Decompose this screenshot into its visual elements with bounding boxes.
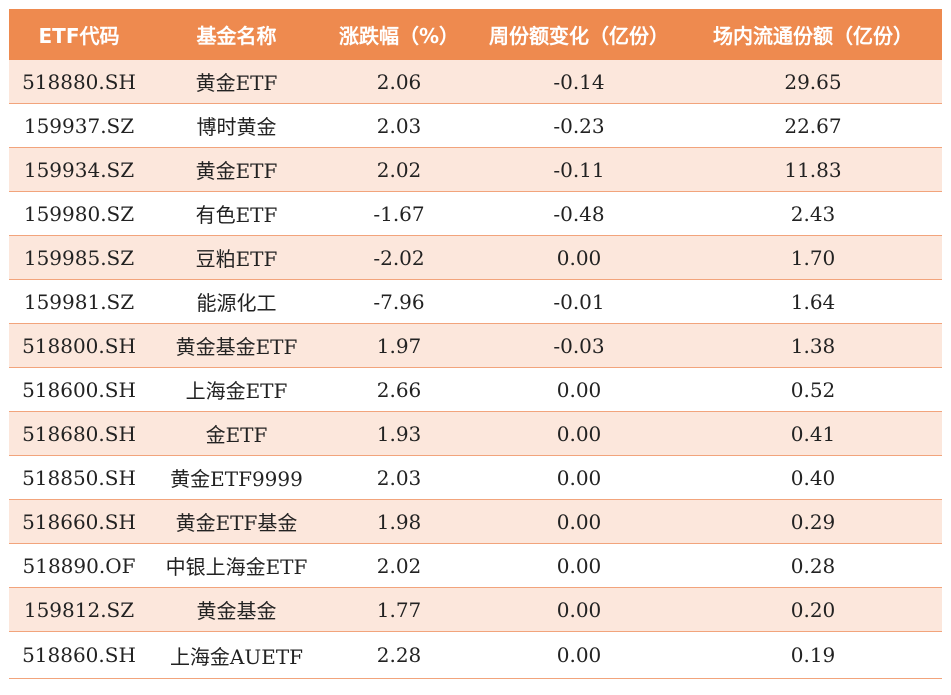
floating-shares-cell: 0.19 [790,643,836,667]
etf-code-cell: 518890.OF [22,553,136,578]
weekly-share-change-cell: 0.00 [556,553,602,578]
fund-name-cell: 豆粕ETF [195,247,278,271]
weekly-share-change-cell: 0.00 [556,245,602,270]
change-pct-cell: 2.02 [376,157,422,182]
change-pct-cell: -2.02 [373,245,425,270]
change-pct-cell: 2.03 [376,113,422,138]
floating-shares-cell: 1.70 [790,245,836,270]
etf-code-cell: 518800.SH [22,333,136,358]
fund-name-cell: 黄金基金ETF [175,335,298,359]
weekly-share-change-cell: -0.23 [553,113,605,138]
fund-name-cell: 黄金ETF [195,71,278,95]
weekly-share-change-cell: 0.00 [556,465,602,490]
change-pct-cell: -1.67 [373,201,425,226]
table-row[interactable]: 518890.OF 中银上海金ETF 2.02 0.00 0.28 [9,544,942,588]
floating-shares-cell: 0.52 [790,377,836,402]
fund-name-cell: 黄金ETF基金 [175,511,298,535]
etf-code-cell: 518850.SH [22,465,136,490]
header-etf-code[interactable]: ETF代码 [38,24,120,48]
table-row[interactable]: 159981.SZ 能源化工 -7.96 -0.01 1.64 [9,280,942,324]
change-pct-cell: 1.77 [376,597,422,622]
etf-code-cell: 518680.SH [22,421,136,446]
floating-shares-cell: 0.29 [790,509,836,534]
table-body: 518880.SH 黄金ETF 2.06 -0.14 29.65 159937.SZ 博时黄… [9,60,942,679]
weekly-share-change-cell: -0.03 [553,333,605,358]
etf-code-cell: 159934.SZ [23,157,135,182]
fund-name-cell: 上海金ETF [185,379,288,403]
table-row[interactable]: 518680.SH 金ETF 1.93 0.00 0.41 [9,412,942,456]
table-row[interactable]: 159934.SZ 黄金ETF 2.02 -0.11 11.83 [9,148,942,192]
weekly-share-change-cell: -0.01 [553,289,605,314]
floating-shares-cell: 0.28 [790,553,836,578]
change-pct-cell: 1.93 [376,421,422,446]
fund-name-cell: 金ETF [205,423,268,447]
floating-shares-cell: 29.65 [784,69,842,94]
table-row[interactable]: 518880.SH 黄金ETF 2.06 -0.14 29.65 [9,60,942,104]
fund-name-cell: 黄金ETF [195,159,278,183]
floating-shares-cell: 0.20 [790,597,836,622]
fund-name-cell: 能源化工 [196,291,277,315]
floating-shares-cell: 2.43 [790,201,836,226]
change-pct-cell: 2.03 [376,465,422,490]
table-row[interactable]: 159937.SZ 博时黄金 2.03 -0.23 22.67 [9,104,942,148]
table-row[interactable]: 518800.SH 黄金基金ETF 1.97 -0.03 1.38 [9,324,942,368]
etf-code-cell: 518660.SH [22,509,136,534]
header-fund-name[interactable]: 基金名称 [196,24,277,48]
etf-code-cell: 159980.SZ [23,201,135,226]
floating-shares-cell: 11.83 [784,157,842,182]
change-pct-cell: 2.06 [376,69,422,94]
change-pct-cell: -7.96 [373,289,425,314]
fund-name-cell: 黄金基金 [196,599,277,623]
floating-shares-cell: 0.40 [790,465,836,490]
table-row[interactable]: 518850.SH 黄金ETF9999 2.03 0.00 0.40 [9,456,942,500]
floating-shares-cell: 0.41 [790,421,836,446]
fund-name-cell: 黄金ETF9999 [170,467,303,491]
etf-code-cell: 159981.SZ [23,289,135,314]
weekly-share-change-cell: 0.00 [556,643,602,667]
etf-code-cell: 159812.SZ [23,597,135,622]
floating-shares-cell: 1.38 [790,333,836,358]
weekly-share-change-cell: -0.14 [553,69,605,94]
change-pct-cell: 1.97 [376,333,422,358]
weekly-share-change-cell: -0.48 [553,201,605,226]
weekly-share-change-cell: 0.00 [556,509,602,534]
change-pct-cell: 2.02 [376,553,422,578]
fund-name-cell: 博时黄金 [196,115,277,139]
floating-shares-cell: 1.64 [790,289,836,314]
change-pct-cell: 2.66 [376,377,422,402]
etf-table: ETF代码 基金名称 涨跌幅（%） 周份额变化（亿份） 场内流通份额（亿份） 5… [9,9,942,679]
fund-name-cell: 中银上海金ETF [165,555,308,579]
weekly-share-change-cell: 0.00 [556,597,602,622]
table-row[interactable]: 518600.SH 上海金ETF 2.66 0.00 0.52 [9,368,942,412]
change-pct-cell: 1.98 [376,509,422,534]
fund-name-cell: 上海金AUETF [169,644,304,669]
etf-code-cell: 159985.SZ [23,245,135,270]
etf-code-cell: 518600.SH [22,377,136,402]
table-row[interactable]: 159812.SZ 黄金基金 1.77 0.00 0.20 [9,588,942,632]
table-row[interactable]: 518660.SH 黄金ETF基金 1.98 0.00 0.29 [9,500,942,544]
table-row[interactable]: 159985.SZ 豆粕ETF -2.02 0.00 1.70 [9,236,942,280]
header-change-pct[interactable]: 涨跌幅（%） [338,24,460,48]
fund-name-cell: 有色ETF [195,203,278,227]
table-header: ETF代码 基金名称 涨跌幅（%） 周份额变化（亿份） 场内流通份额（亿份） [9,9,942,60]
etf-code-cell: 518860.SH [22,643,136,667]
weekly-share-change-cell: 0.00 [556,421,602,446]
floating-shares-cell: 22.67 [784,113,842,138]
change-pct-cell: 2.28 [376,643,422,667]
weekly-share-change-cell: -0.11 [553,157,605,182]
header-weekly-share-change[interactable]: 周份额变化（亿份） [489,24,669,48]
table-row[interactable]: 159980.SZ 有色ETF -1.67 -0.48 2.43 [9,192,942,236]
header-floating-shares[interactable]: 场内流通份额（亿份） [713,24,913,48]
table-row[interactable]: 518860.SH 上海金AUETF 2.28 0.00 0.19 [9,632,942,679]
weekly-share-change-cell: 0.00 [556,377,602,402]
etf-code-cell: 518880.SH [22,69,136,94]
etf-code-cell: 159937.SZ [23,113,135,138]
